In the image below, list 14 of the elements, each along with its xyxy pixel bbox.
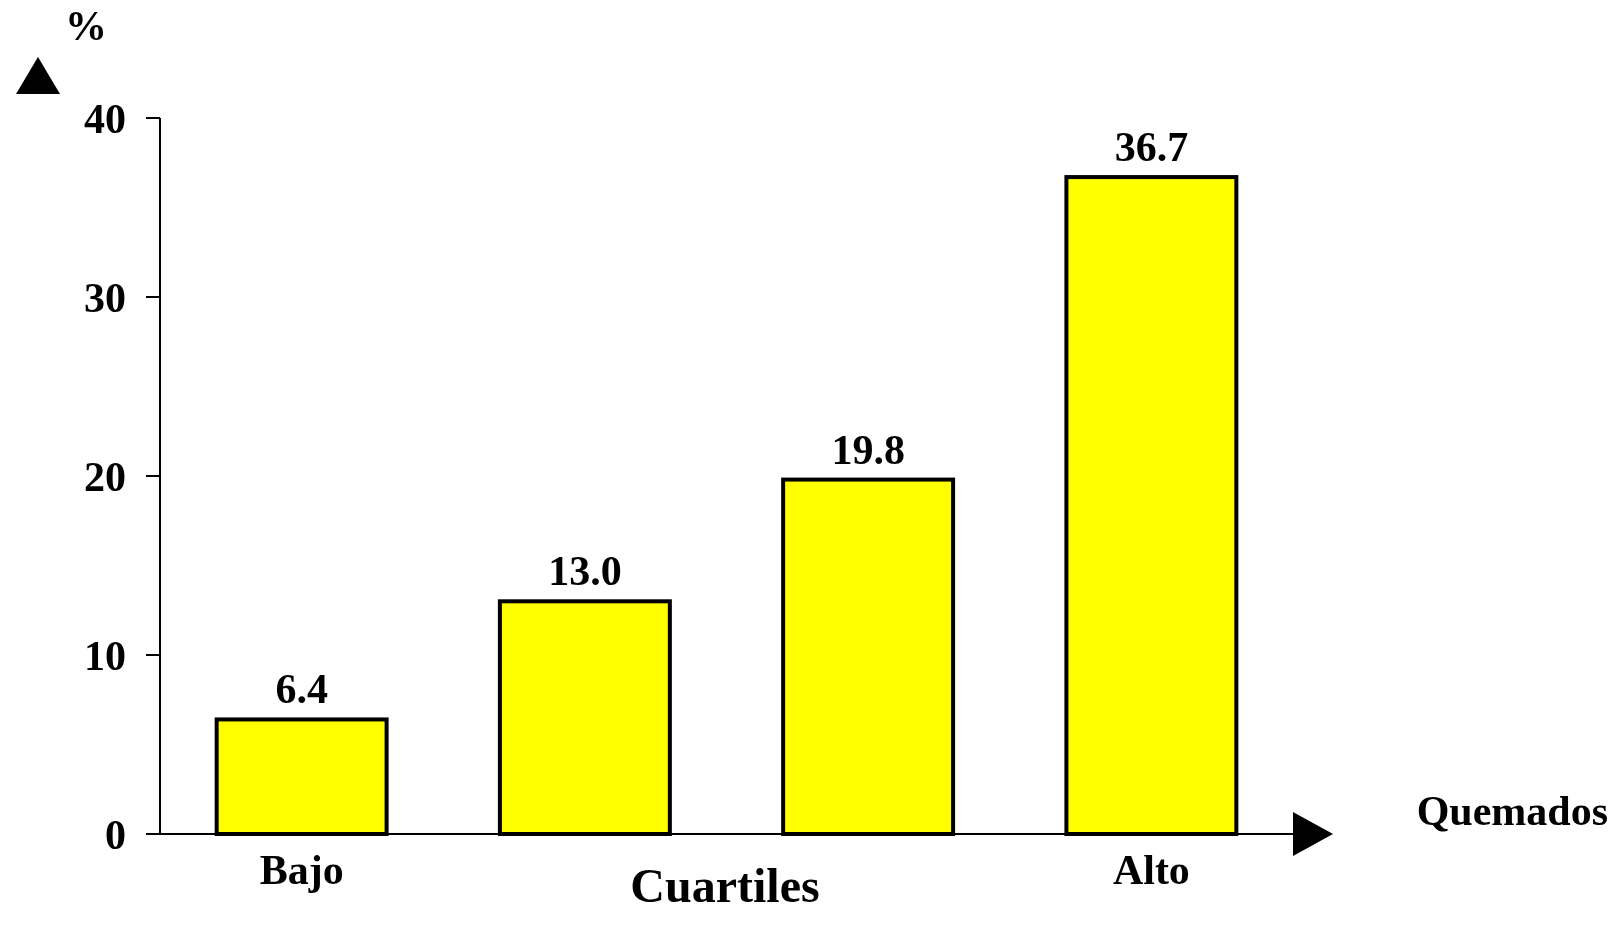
y-tick-label: 20 — [84, 453, 126, 500]
data-label: 13.0 — [548, 548, 622, 595]
y-tick-label: 30 — [84, 274, 126, 321]
x-tick-label: Alto — [1112, 847, 1190, 893]
y-axis-title: % — [65, 3, 107, 49]
x-axis-title: Cuartiles — [630, 859, 820, 912]
data-label: 36.7 — [1114, 124, 1189, 171]
text: Quemados — [1416, 788, 1608, 834]
x-tick-label: Bajo — [259, 847, 344, 893]
y-tick-label: 10 — [84, 632, 126, 679]
data-label: 6.4 — [275, 666, 328, 713]
y-tick-label: 40 — [84, 95, 126, 142]
data-label: 19.8 — [831, 426, 905, 473]
y-tick-label: 0 — [105, 811, 126, 858]
